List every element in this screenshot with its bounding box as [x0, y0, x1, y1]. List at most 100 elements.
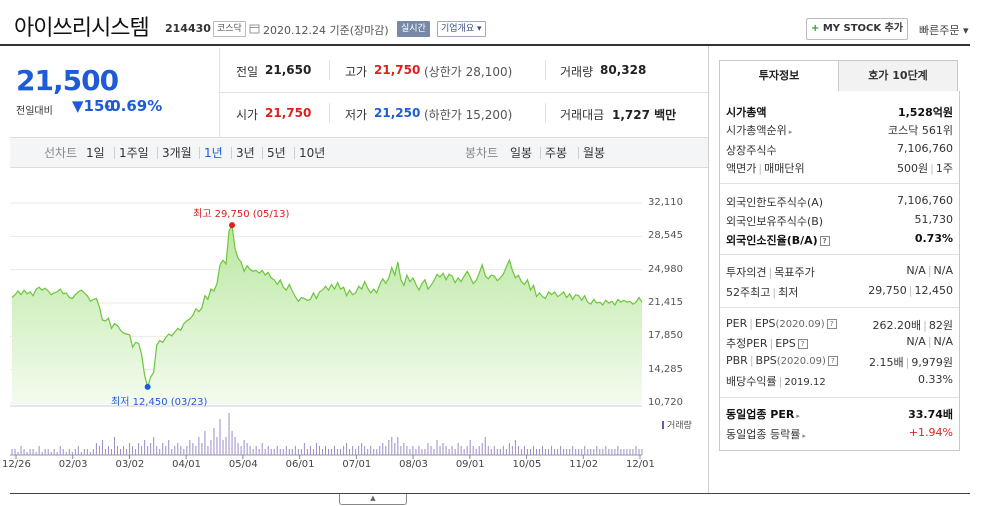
volume-bar	[334, 446, 336, 455]
y-tick-label: 14,285	[648, 363, 683, 375]
sector-change-label[interactable]: 동일업종 등락률 ▸	[726, 426, 806, 442]
period-tab-2[interactable]: 3개월	[162, 146, 192, 160]
est-per-value: N/A	[906, 335, 926, 348]
volume-bar	[373, 449, 375, 455]
period-tab-1[interactable]: 1주일	[119, 146, 149, 160]
volume-bar	[367, 449, 369, 455]
calendar-icon	[249, 24, 260, 34]
volume-bar	[20, 446, 22, 455]
volume-bar	[165, 446, 167, 455]
volume-bar	[95, 443, 97, 455]
volume-legend-label: 거래량	[667, 421, 692, 431]
volume-bar	[412, 446, 414, 455]
x-tick-label: 08/03	[399, 459, 428, 470]
volume-bar	[514, 440, 516, 455]
x-tick-label: 07/01	[342, 459, 372, 470]
volume-bar	[542, 446, 544, 455]
help-icon[interactable]: ?	[827, 356, 838, 366]
volume-bar	[569, 449, 571, 455]
dividend-value: 0.33%	[918, 373, 953, 386]
volume-bar	[379, 446, 381, 455]
period-tab-6[interactable]: 10년	[299, 146, 326, 160]
volume-bar	[418, 446, 420, 455]
candle-tab-1[interactable]: 주봉	[545, 146, 568, 160]
market-cap-rank-label[interactable]: 시가총액순위 ▸	[726, 122, 792, 138]
volume-bar	[430, 446, 432, 455]
tab-investment-info[interactable]: 투자정보	[719, 60, 839, 92]
period-tab-0[interactable]: 1일	[86, 146, 105, 160]
volume-bar	[406, 446, 408, 455]
volume-bar	[186, 446, 188, 455]
volume-value: 80,328	[600, 63, 647, 77]
listed-shares-row: 상장주식수 7,106,760	[726, 142, 953, 159]
candle-tab-0[interactable]: 일봉	[510, 146, 533, 160]
sector-per-label[interactable]: 동일업종 PER ▸	[726, 406, 800, 422]
volume-bar	[548, 449, 550, 455]
volume-bar	[138, 443, 140, 455]
volume-bar	[539, 449, 541, 455]
company-overview-dropdown[interactable]: 기업개요 ▾	[437, 21, 486, 37]
volume-bar	[382, 443, 384, 455]
my-stock-add-button[interactable]: + MY STOCK 추가	[806, 18, 908, 40]
candle-tab-2[interactable]: 월봉	[583, 146, 606, 160]
period-tab-5[interactable]: 5년	[267, 146, 286, 160]
volume-bar	[523, 446, 525, 455]
separator: |	[778, 375, 783, 388]
unit-value: 1주	[935, 162, 953, 175]
realtime-button[interactable]: 실시간	[397, 21, 430, 37]
tab-separator	[578, 147, 579, 159]
volume-bar	[132, 446, 134, 455]
chart-period-bar	[10, 137, 708, 168]
volume-bar	[309, 446, 311, 455]
period-tab-4[interactable]: 3년	[236, 146, 255, 160]
volume-bar	[376, 449, 378, 455]
volume-bar	[487, 446, 489, 455]
x-tick-label: 12/26	[2, 459, 31, 470]
volume-bar	[255, 446, 257, 455]
volume-bar	[511, 446, 513, 455]
volume-bar	[17, 452, 19, 455]
tab-order-book[interactable]: 호가 10단계	[838, 60, 958, 92]
volume-bar	[141, 446, 143, 455]
volume-bar	[306, 449, 308, 455]
volume-bar	[439, 446, 441, 455]
volume-bar	[620, 449, 622, 455]
prev-close-label: 전일	[236, 65, 259, 79]
volume-bar	[505, 449, 507, 455]
volume-bar	[113, 437, 115, 455]
volume-bar	[249, 446, 251, 455]
volume-bar	[107, 446, 109, 455]
volume-bar	[291, 449, 293, 455]
opinion-label: 투자의견	[726, 266, 767, 279]
x-tick-label: 04/01	[172, 459, 201, 470]
par-value: 500원	[897, 162, 929, 175]
high-label: 고가	[345, 65, 368, 79]
volume-bar	[258, 449, 260, 455]
volume-bar	[349, 449, 351, 455]
price-chart[interactable]	[10, 196, 660, 461]
help-icon[interactable]: ?	[797, 339, 808, 349]
volume-bar	[153, 437, 155, 455]
help-icon[interactable]: ?	[826, 319, 837, 329]
volume-bar	[59, 446, 61, 455]
quick-order-dropdown[interactable]: 빠른주문 ▾	[919, 22, 969, 38]
listed-shares-value: 7,106,760	[897, 142, 953, 155]
company-name[interactable]: 아이쓰리시스템	[14, 16, 150, 41]
volume-bar	[478, 446, 480, 455]
volume-bar	[463, 449, 465, 455]
volume-bar	[228, 413, 230, 455]
volume-bar	[617, 446, 619, 455]
volume-bar	[35, 452, 37, 455]
volume-bar	[225, 437, 227, 455]
volume-bar	[129, 443, 131, 455]
volume-bar	[572, 446, 574, 455]
period-tab-3[interactable]: 1년	[204, 146, 223, 160]
upper-limit: (상한가 28,100)	[424, 65, 513, 79]
help-icon[interactable]: ?	[819, 236, 830, 246]
tab-separator	[231, 147, 232, 159]
y-tick-label: 17,850	[648, 330, 683, 342]
panel-toggle-handle[interactable]: ▲	[339, 494, 407, 505]
volume-bar	[424, 449, 426, 455]
volume-bar	[174, 446, 176, 455]
panel-divider	[708, 46, 709, 493]
